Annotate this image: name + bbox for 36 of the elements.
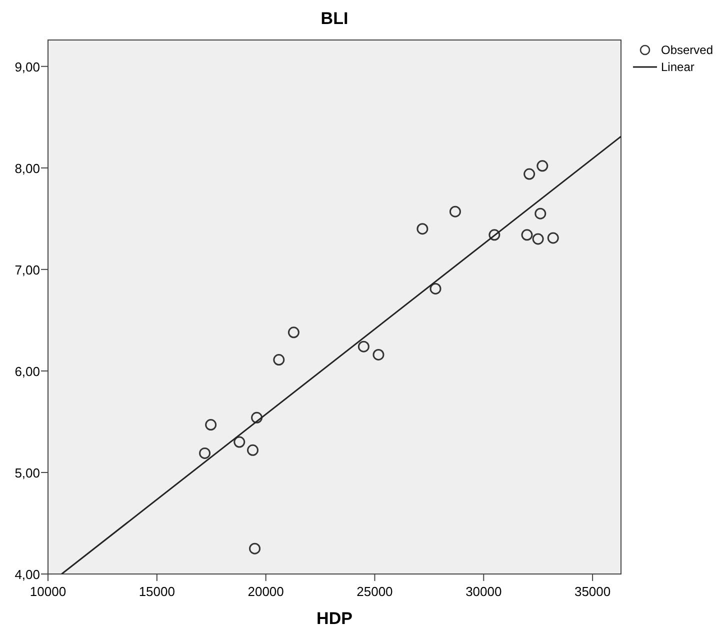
y-tick-label: 4,00 bbox=[14, 567, 40, 582]
point bbox=[449, 206, 461, 218]
x-tick-label: 35000 bbox=[574, 584, 611, 599]
point bbox=[234, 436, 246, 448]
y-tick-label: 5,00 bbox=[14, 465, 40, 480]
point bbox=[532, 233, 544, 245]
point bbox=[536, 160, 548, 172]
y-tick-label: 7,00 bbox=[14, 262, 40, 278]
x-tick-label: 10000 bbox=[30, 584, 66, 599]
point bbox=[288, 326, 300, 338]
point bbox=[199, 447, 211, 459]
x-tick-label: 20000 bbox=[248, 584, 284, 599]
point bbox=[372, 348, 384, 360]
point bbox=[247, 444, 258, 456]
legend-label: Linear bbox=[661, 60, 694, 74]
point bbox=[521, 229, 533, 241]
point bbox=[547, 232, 559, 244]
point bbox=[205, 419, 217, 431]
x-tick-label: 15000 bbox=[138, 584, 175, 599]
y-tick-label: 6,00 bbox=[14, 364, 40, 379]
point bbox=[488, 229, 500, 241]
x-tick-label: 30000 bbox=[466, 584, 502, 599]
x-axis-title: HDP bbox=[316, 609, 352, 628]
point bbox=[416, 223, 428, 235]
y-tick-label: 8,00 bbox=[14, 160, 40, 176]
point bbox=[249, 542, 261, 554]
point bbox=[358, 340, 370, 352]
legend-label: Observed bbox=[661, 43, 714, 57]
point bbox=[273, 354, 285, 366]
point bbox=[534, 208, 546, 220]
y-tick-label: 9,00 bbox=[14, 59, 40, 74]
point bbox=[524, 168, 536, 180]
point bbox=[430, 282, 442, 294]
point bbox=[251, 412, 263, 424]
x-tick-label: 25000 bbox=[356, 584, 393, 599]
chart-title: BLI bbox=[320, 9, 348, 28]
